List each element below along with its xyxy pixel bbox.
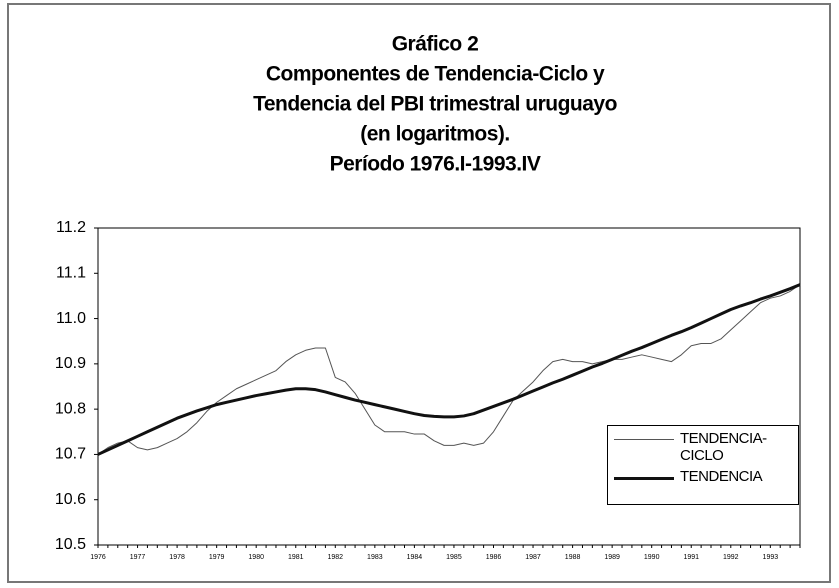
series-line [97, 283, 801, 456]
y-tick-label: 11.2 [56, 219, 86, 236]
x-tick-label: 1987 [525, 554, 541, 561]
legend-item: TENDENCIA-CICLO [608, 430, 798, 464]
legend-label: TENDENCIA [680, 468, 763, 485]
legend-label: TENDENCIA-CICLO [680, 430, 767, 464]
x-tick-label: 1988 [565, 554, 581, 561]
x-tick-label: 1983 [367, 554, 383, 561]
y-tick-label: 10.5 [55, 536, 86, 553]
y-tick-label: 10.6 [55, 491, 86, 508]
x-tick-label: 1991 [683, 554, 699, 561]
legend: TENDENCIA-CICLO TENDENCIA [607, 425, 799, 505]
x-tick-label: 1993 [763, 554, 779, 561]
legend-item: TENDENCIA [608, 468, 798, 485]
chart-title: Componentes de Tendencia-Ciclo y [266, 63, 605, 86]
chart-title: Gráfico 2 [392, 33, 479, 56]
x-tick-label: 1981 [288, 554, 304, 561]
legend-swatch [614, 477, 674, 480]
x-tick-label: 1977 [130, 554, 146, 561]
y-tick-label: 11.1 [56, 265, 86, 282]
y-tick-label: 10.7 [55, 446, 86, 463]
x-tick-label: 1986 [486, 554, 502, 561]
x-tick-label: 1979 [209, 554, 225, 561]
chart-title: Período 1976.I-1993.IV [330, 153, 541, 176]
x-tick-label: 1992 [723, 554, 739, 561]
chart-title: (en logaritmos). [360, 123, 510, 146]
x-tick-label: 1985 [446, 554, 462, 561]
chart-title: Tendencia del PBI trimestral uruguayo [253, 93, 617, 116]
x-tick-label: 1982 [328, 554, 344, 561]
legend-swatch [614, 439, 674, 440]
x-tick-label: 1984 [407, 554, 423, 561]
plot-area [97, 227, 801, 546]
x-tick-label: 1980 [248, 554, 264, 561]
y-tick-label: 10.9 [55, 355, 86, 372]
x-tick-label: 1976 [90, 554, 106, 561]
y-tick-label: 10.8 [55, 400, 86, 417]
x-tick-label: 1978 [169, 554, 185, 561]
x-tick-label: 1990 [644, 554, 660, 561]
x-tick-label: 1989 [604, 554, 620, 561]
y-tick-label: 11.0 [56, 310, 86, 327]
